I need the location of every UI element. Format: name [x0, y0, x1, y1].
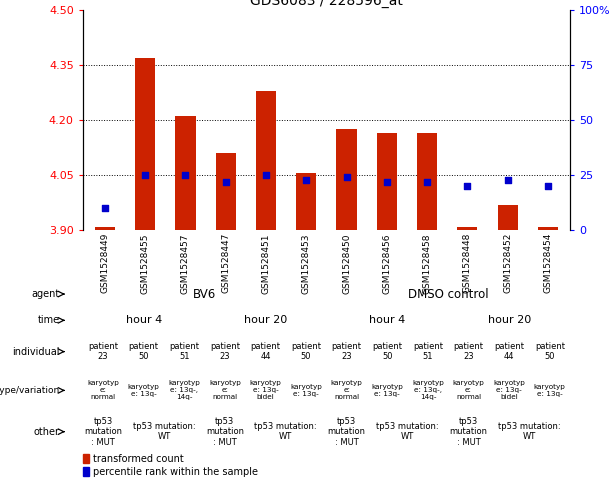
Text: karyotyp
e: 13q-
bidel: karyotyp e: 13q- bidel [249, 381, 281, 400]
Point [503, 176, 512, 184]
Text: karyotyp
e:
normal: karyotyp e: normal [87, 381, 119, 400]
Text: hour 4: hour 4 [369, 315, 405, 326]
Text: individual: individual [12, 347, 59, 356]
Text: tp53 mutation:
WT: tp53 mutation: WT [132, 422, 196, 441]
Text: hour 20: hour 20 [244, 315, 287, 326]
Text: transformed count: transformed count [93, 454, 184, 464]
Bar [457, 227, 478, 230]
Bar [296, 173, 316, 230]
Text: karyotyp
e:
normal: karyotyp e: normal [331, 381, 363, 400]
Text: karyotyp
e: 13q-: karyotyp e: 13q- [371, 384, 403, 397]
Text: patient
44: patient 44 [251, 342, 281, 361]
Bar [498, 204, 518, 230]
Text: patient
23: patient 23 [332, 342, 362, 361]
Point [221, 178, 230, 185]
Text: patient
44: patient 44 [494, 342, 524, 361]
Text: hour 4: hour 4 [126, 315, 162, 326]
Point [302, 176, 311, 184]
Text: karyotyp
e: 13q-
bidel: karyotyp e: 13q- bidel [493, 381, 525, 400]
Text: tp53 mutation:
WT: tp53 mutation: WT [254, 422, 317, 441]
Text: tp53 mutation:
WT: tp53 mutation: WT [376, 422, 439, 441]
Point [140, 171, 150, 179]
Bar [256, 91, 276, 230]
Text: karyotyp
e:
normal: karyotyp e: normal [209, 381, 241, 400]
Text: genotype/variation: genotype/variation [0, 386, 59, 395]
Text: karyotyp
e: 13q-: karyotyp e: 13q- [128, 384, 159, 397]
Text: other: other [34, 426, 59, 437]
Point [422, 178, 432, 185]
Bar [538, 227, 558, 230]
Point [181, 171, 191, 179]
Bar [83, 454, 89, 463]
Bar [83, 468, 89, 476]
Text: tp53
mutation
: MUT: tp53 mutation : MUT [328, 417, 366, 447]
Text: karyotyp
e:
normal: karyotyp e: normal [452, 381, 484, 400]
Text: tp53
mutation
: MUT: tp53 mutation : MUT [84, 417, 122, 447]
Text: patient
23: patient 23 [210, 342, 240, 361]
Title: GDS6083 / 228596_at: GDS6083 / 228596_at [250, 0, 403, 8]
Bar [337, 129, 357, 230]
Text: patient
50: patient 50 [129, 342, 159, 361]
Text: patient
51: patient 51 [169, 342, 199, 361]
Text: BV6: BV6 [193, 287, 216, 300]
Text: patient
50: patient 50 [291, 342, 321, 361]
Bar [95, 227, 115, 230]
Bar [377, 133, 397, 230]
Text: patient
23: patient 23 [454, 342, 484, 361]
Bar [175, 116, 196, 230]
Text: DMSO control: DMSO control [408, 287, 489, 300]
Bar [216, 153, 236, 230]
Text: karyotyp
e: 13q-,
14q-: karyotyp e: 13q-, 14q- [169, 381, 200, 400]
Point [100, 204, 110, 212]
Point [462, 182, 472, 190]
Text: tp53
mutation
: MUT: tp53 mutation : MUT [449, 417, 487, 447]
Text: karyotyp
e: 13q-: karyotyp e: 13q- [290, 384, 322, 397]
Text: tp53 mutation:
WT: tp53 mutation: WT [498, 422, 561, 441]
Text: patient
23: patient 23 [88, 342, 118, 361]
Point [382, 178, 392, 185]
Text: patient
50: patient 50 [372, 342, 402, 361]
Text: time: time [37, 315, 59, 326]
Text: patient
51: patient 51 [413, 342, 443, 361]
Text: karyotyp
e: 13q-: karyotyp e: 13q- [534, 384, 566, 397]
Text: tp53
mutation
: MUT: tp53 mutation : MUT [206, 417, 244, 447]
Bar [135, 58, 155, 230]
Bar [417, 133, 437, 230]
Text: percentile rank within the sample: percentile rank within the sample [93, 467, 258, 477]
Point [543, 182, 553, 190]
Point [341, 173, 351, 181]
Text: patient
50: patient 50 [535, 342, 565, 361]
Point [261, 171, 271, 179]
Text: agent: agent [31, 289, 59, 299]
Text: hour 20: hour 20 [487, 315, 531, 326]
Text: karyotyp
e: 13q-,
14q-: karyotyp e: 13q-, 14q- [412, 381, 444, 400]
